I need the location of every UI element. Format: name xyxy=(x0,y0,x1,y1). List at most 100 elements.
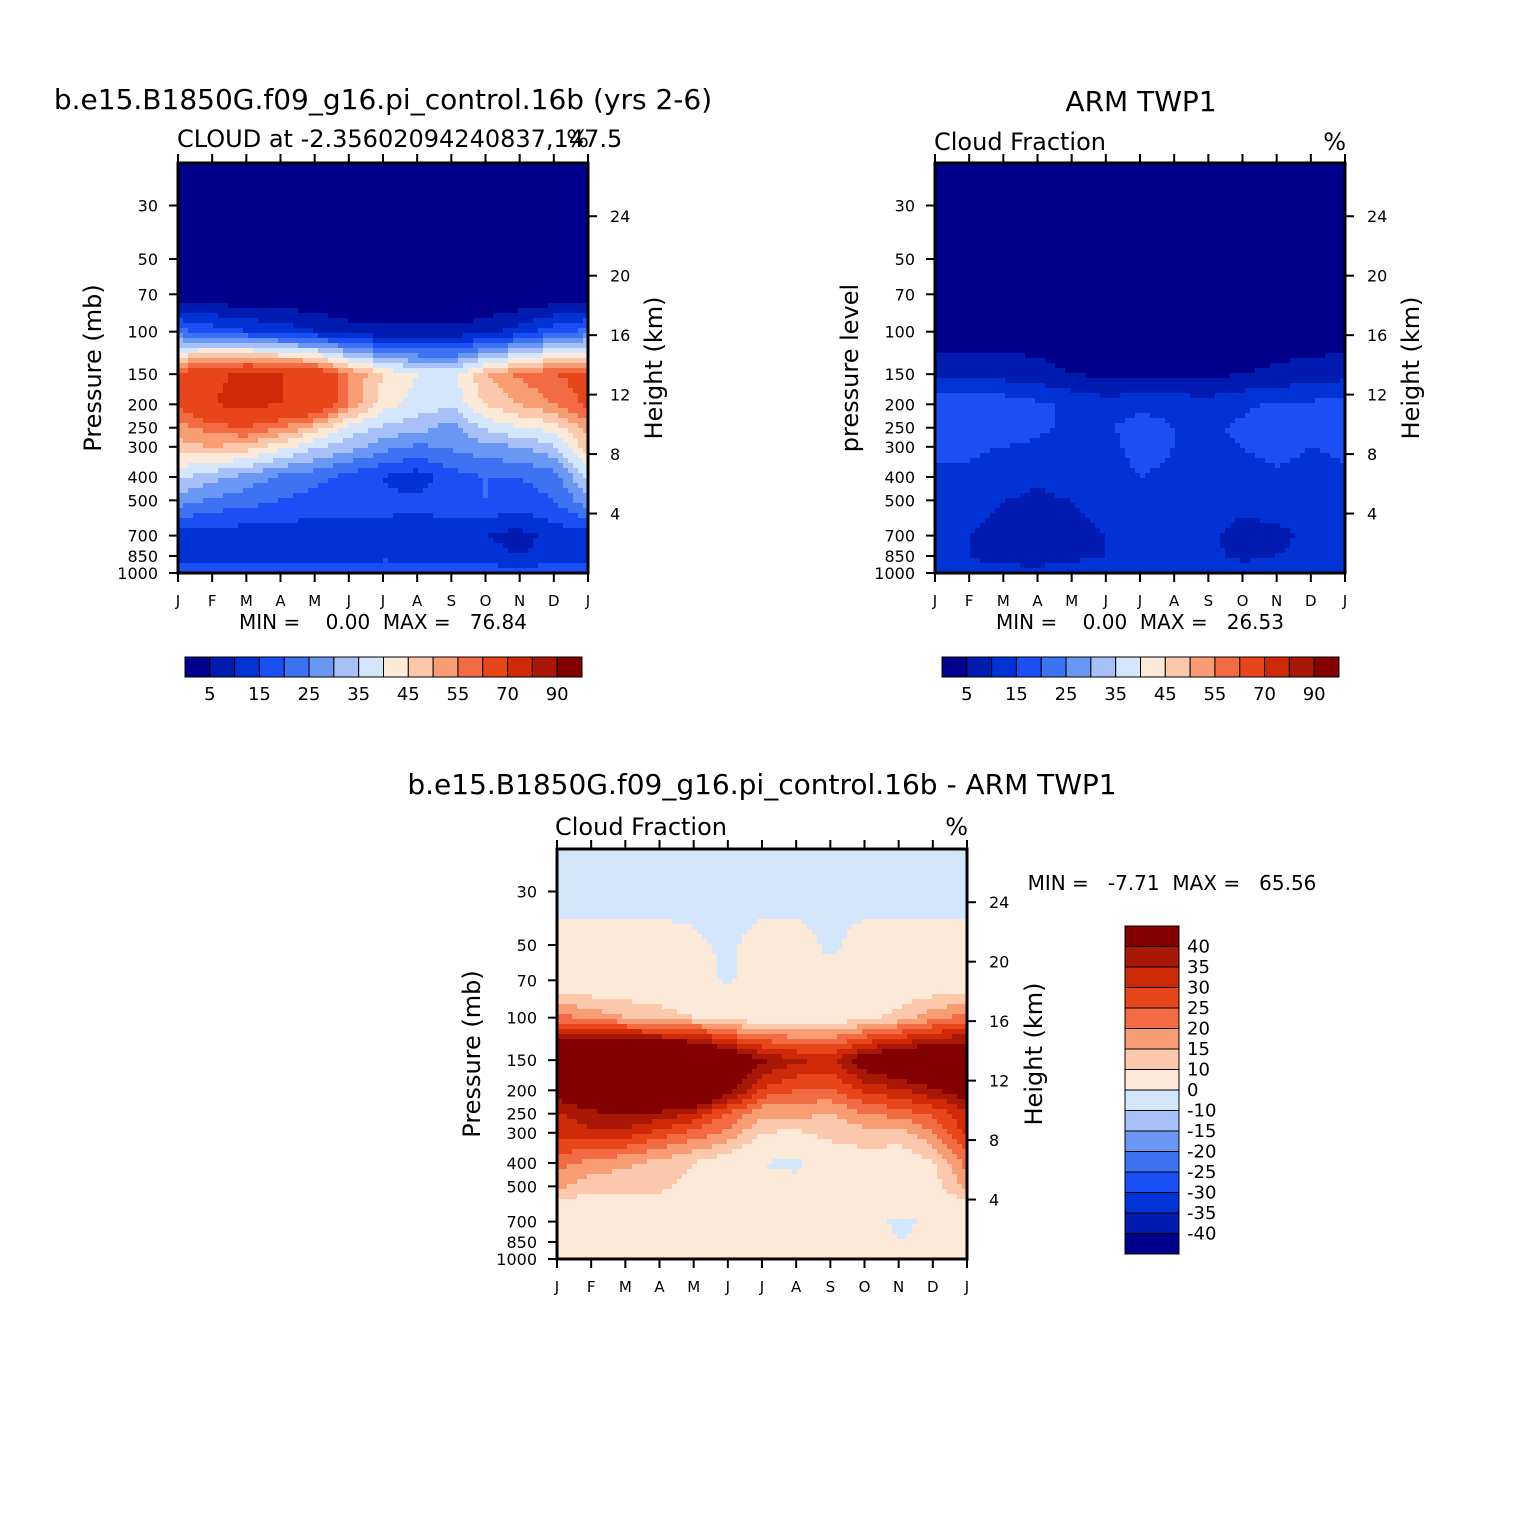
contour-cell xyxy=(458,263,464,269)
contour-cell xyxy=(373,208,379,214)
contour-cell xyxy=(403,298,409,304)
contour-cell xyxy=(278,298,284,304)
contour-cell xyxy=(308,413,314,419)
contour-cell xyxy=(408,308,414,314)
contour-cell xyxy=(263,438,269,444)
contour-cell xyxy=(408,253,414,259)
contour-cell xyxy=(438,373,444,379)
contour-cell xyxy=(538,213,544,219)
contour-cell xyxy=(233,288,239,294)
contour-cell xyxy=(363,263,369,269)
contour-cell xyxy=(513,193,519,199)
contour-cell xyxy=(428,233,434,239)
contour-cell xyxy=(378,428,384,434)
contour-cell xyxy=(413,298,419,304)
contour-cell xyxy=(548,433,554,439)
contour-cell xyxy=(263,328,269,334)
contour-cell xyxy=(268,428,274,434)
contour-cell xyxy=(383,318,389,324)
contour-cell xyxy=(228,283,234,289)
contour-cell xyxy=(398,313,404,319)
contour-cell xyxy=(388,388,394,394)
contour-cell xyxy=(488,323,494,329)
contour-cell xyxy=(363,293,369,299)
contour-cell xyxy=(518,348,524,354)
contour-cell xyxy=(353,318,359,324)
contour-cell xyxy=(548,208,554,214)
contour-cell xyxy=(558,298,564,304)
contour-cell xyxy=(568,233,574,239)
contour-cell xyxy=(543,323,549,329)
contour-cell xyxy=(568,393,574,399)
contour-cell xyxy=(438,383,444,389)
contour-cell xyxy=(208,188,214,194)
contour-cell xyxy=(263,348,269,354)
contour-cell xyxy=(198,178,204,184)
contour-cell xyxy=(468,243,474,249)
contour-cell xyxy=(553,303,559,309)
contour-cell xyxy=(448,438,454,444)
contour-cell xyxy=(458,188,464,194)
contour-cell xyxy=(223,398,229,404)
contour-cell xyxy=(448,183,454,189)
contour-cell xyxy=(468,203,474,209)
contour-cell xyxy=(523,243,529,249)
contour-cell xyxy=(438,248,444,254)
contour-cell xyxy=(403,273,409,279)
contour-cell xyxy=(233,393,239,399)
contour-cell xyxy=(268,318,274,324)
contour-cell xyxy=(573,353,579,359)
contour-cell xyxy=(513,458,519,464)
contour-cell xyxy=(238,448,244,454)
contour-cell xyxy=(563,433,569,439)
contour-cell xyxy=(503,208,509,214)
contour-cell xyxy=(368,178,374,184)
contour-cell xyxy=(238,418,244,424)
contour-cell xyxy=(273,203,279,209)
contour-cell xyxy=(568,408,574,414)
contour-cell xyxy=(418,433,424,439)
contour-cell xyxy=(453,413,459,419)
contour-cell xyxy=(383,308,389,314)
contour-cell xyxy=(543,313,549,319)
contour-cell xyxy=(503,278,509,284)
contour-cell xyxy=(563,283,569,289)
contour-cell xyxy=(438,393,444,399)
contour-cell xyxy=(393,463,399,469)
contour-cell xyxy=(443,308,449,314)
contour-cell xyxy=(298,193,304,199)
contour-cell xyxy=(253,298,259,304)
contour-cell xyxy=(463,238,469,244)
contour-cell xyxy=(248,373,254,379)
contour-cell xyxy=(338,438,344,444)
contour-cell xyxy=(578,408,584,414)
contour-cell xyxy=(223,443,229,449)
contour-cell xyxy=(498,233,504,239)
contour-cell xyxy=(438,293,444,299)
contour-cell xyxy=(498,333,504,339)
contour-cell xyxy=(578,183,584,189)
contour-cell xyxy=(548,443,554,449)
contour-cell xyxy=(358,398,364,404)
contour-cell xyxy=(373,243,379,249)
contour-cell xyxy=(233,298,239,304)
contour-cell xyxy=(543,298,549,304)
contour-cell xyxy=(368,283,374,289)
contour-cell xyxy=(453,173,459,179)
contour-cell xyxy=(293,243,299,249)
contour-cell xyxy=(563,333,569,339)
contour-cell xyxy=(403,383,409,389)
contour-cell xyxy=(533,408,539,414)
contour-cell xyxy=(198,333,204,339)
contour-cell xyxy=(573,338,579,344)
contour-cell xyxy=(523,408,529,414)
contour-cell xyxy=(513,183,519,189)
contour-cell xyxy=(428,373,434,379)
contour-cell xyxy=(518,223,524,229)
contour-cell xyxy=(208,288,214,294)
contour-cell xyxy=(423,423,429,429)
contour-cell xyxy=(263,258,269,264)
contour-cell xyxy=(193,303,199,309)
contour-cell xyxy=(443,418,449,424)
contour-cell xyxy=(548,363,554,369)
